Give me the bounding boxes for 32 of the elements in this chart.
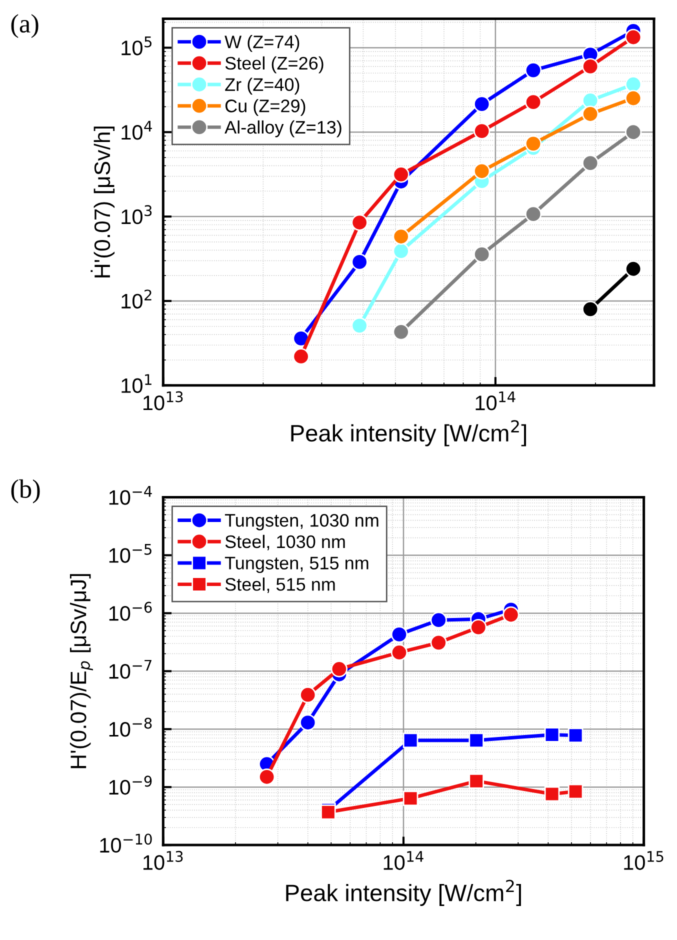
y-tick-label: 10$^{3}$	[122, 205, 152, 224]
y-tick-label: 10$^{−4}$	[109, 486, 152, 505]
legend-label: Tungsten, 515 nm	[224, 556, 368, 574]
x-tick-label: 10$^{13}$	[143, 850, 183, 870]
y-tick-label: 10$^{−7}$	[109, 660, 152, 679]
legend-label: W (Z=74)	[224, 35, 300, 52]
chart-title: (a)	[11, 14, 38, 38]
y-tick-label: 10$^{−5}$	[109, 544, 152, 563]
y-tick-label: 10$^{2}$	[122, 290, 152, 309]
legend-label: Steel, 1030 nm	[225, 534, 345, 550]
y-axis-title: H'(0.07)/E$_{p}$ [μSv/μJ]	[70, 574, 93, 768]
y-tick-label: 10$^{−6}$	[109, 602, 152, 621]
y-axis-title: Ḣ'(0.07) [μSv/h]	[90, 126, 115, 278]
y-tick-label: 10$^{−8}$	[109, 718, 152, 737]
x-tick-label: 10$^{14}$	[384, 851, 424, 870]
chart-title: (b)	[11, 479, 40, 504]
y-tick-label: 10$^{5}$	[122, 36, 152, 56]
x-tick-label: 10$^{13}$	[143, 391, 183, 410]
x-tick-label: 10$^{14}$	[476, 391, 516, 410]
legend-label: Zr (Z=40)	[225, 78, 300, 95]
x-axis-title: Peak intensity [W/cm$^{2}$]	[291, 420, 526, 446]
y-tick-label: 10$^{−9}$	[109, 776, 152, 795]
x-axis-title: Peak intensity [W/cm$^{2}$]	[286, 880, 521, 906]
y-tick-label: 10$^{1}$	[122, 374, 152, 394]
legend-label: Steel (Z=26)	[225, 56, 324, 74]
legend-label: Cu (Z=29)	[225, 99, 306, 116]
y-tick-label: 10$^{4}$	[122, 120, 152, 140]
x-tick-label: 10$^{15}$	[624, 851, 664, 870]
legend-label: Al-alloy (Z=13)	[224, 120, 342, 138]
legend-label: Steel, 515 nm	[225, 578, 335, 593]
legend-label: Tungsten, 1030 nm	[224, 514, 378, 530]
y-tick-label: 10$^{−10}$	[100, 834, 152, 853]
